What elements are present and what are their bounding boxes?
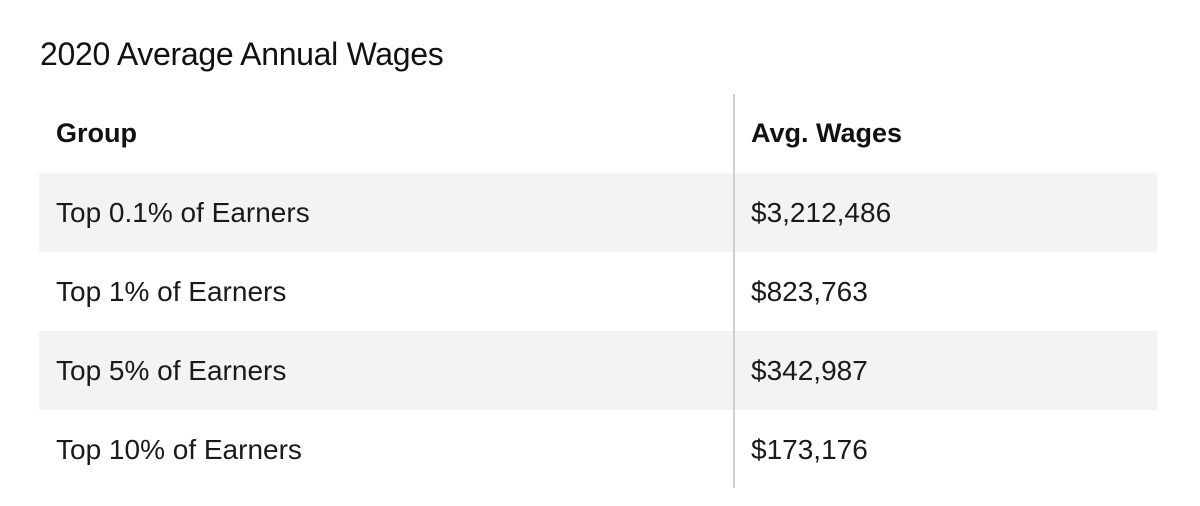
- table-row: Top 10% of Earners $173,176: [39, 410, 1157, 489]
- group-cell: Top 0.1% of Earners: [56, 197, 310, 228]
- table-row: Top 5% of Earners $342,987: [39, 331, 1157, 410]
- table-header-row: Group Avg. Wages: [39, 94, 1157, 173]
- table-row: Top 1% of Earners $823,763: [39, 252, 1157, 331]
- wages-cell: $173,176: [751, 434, 868, 465]
- group-cell: Top 5% of Earners: [56, 355, 287, 386]
- table-row: Top 0.1% of Earners $3,212,486: [39, 173, 1157, 252]
- wages-cell: $823,763: [751, 276, 868, 307]
- header-group: Group: [56, 118, 137, 148]
- column-divider: [733, 94, 735, 488]
- table-title: 2020 Average Annual Wages: [40, 36, 444, 72]
- wages-cell: $3,212,486: [751, 197, 892, 228]
- header-avg-wages: Avg. Wages: [751, 118, 903, 148]
- wages-cell: $342,987: [751, 355, 868, 386]
- group-cell: Top 10% of Earners: [56, 434, 302, 465]
- wages-table: Group Avg. Wages Top 0.1% of Earners $3,…: [39, 94, 1157, 488]
- group-cell: Top 1% of Earners: [56, 276, 287, 307]
